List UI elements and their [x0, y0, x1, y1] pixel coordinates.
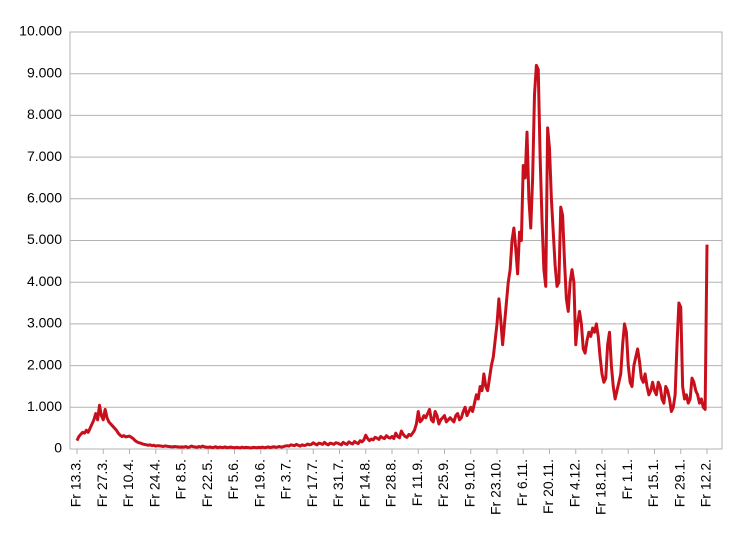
y-tick-label: 2.000: [27, 356, 62, 372]
x-tick-label: Fr 15.1.: [645, 459, 661, 507]
x-tick-label: Fr 4.12.: [566, 459, 582, 507]
x-tick-label: Fr 13.3.: [68, 459, 84, 507]
y-tick-label: 1.000: [27, 398, 62, 414]
x-tick-label: Fr 29.1.: [671, 459, 687, 507]
x-tick-label: Fr 22.5.: [199, 459, 215, 507]
y-tick-label: 10.000: [19, 23, 62, 39]
x-tick-label: Fr 19.6.: [251, 459, 267, 507]
x-tick-label: Fr 20.11.: [540, 459, 556, 514]
x-tick-label: Fr 17.7.: [304, 459, 320, 507]
x-tick-label: Fr 12.2.: [698, 459, 714, 507]
y-tick-label: 5.000: [27, 231, 62, 247]
x-tick-label: Fr 25.9.: [435, 459, 451, 507]
x-tick-label: Fr 27.3.: [94, 459, 110, 507]
x-tick-label: Fr 14.8.: [356, 459, 372, 507]
x-tick-label: Fr 5.6.: [225, 459, 241, 499]
y-tick-label: 9.000: [27, 64, 62, 80]
x-tick-label: Fr 6.11.: [514, 459, 530, 506]
y-tick-label: 4.000: [27, 273, 62, 289]
x-tick-label: Fr 31.7.: [330, 459, 346, 507]
x-tick-label: Fr 8.5.: [173, 459, 189, 499]
x-tick-label: Fr 3.7.: [278, 459, 294, 499]
data-line: [75, 63, 709, 450]
x-tick-label: Fr 1.1.: [619, 459, 635, 499]
y-tick-label: 3.000: [27, 315, 62, 331]
y-tick-label: 7.000: [27, 148, 62, 164]
x-tick-label: Fr 18.12.: [593, 459, 609, 515]
x-tick-label: Fr 10.4.: [120, 459, 136, 507]
y-tick-label: 0: [54, 440, 62, 456]
x-tick-label: Fr 23.10.: [488, 459, 504, 515]
x-tick-label: Fr 24.4.: [146, 459, 162, 507]
x-tick-label: Fr 28.8.: [383, 459, 399, 507]
x-tick-label: Fr 11.9.: [409, 459, 425, 506]
y-tick-label: 8.000: [27, 106, 62, 122]
x-tick-label: Fr 9.10.: [461, 459, 477, 507]
y-tick-label: 6.000: [27, 190, 62, 206]
